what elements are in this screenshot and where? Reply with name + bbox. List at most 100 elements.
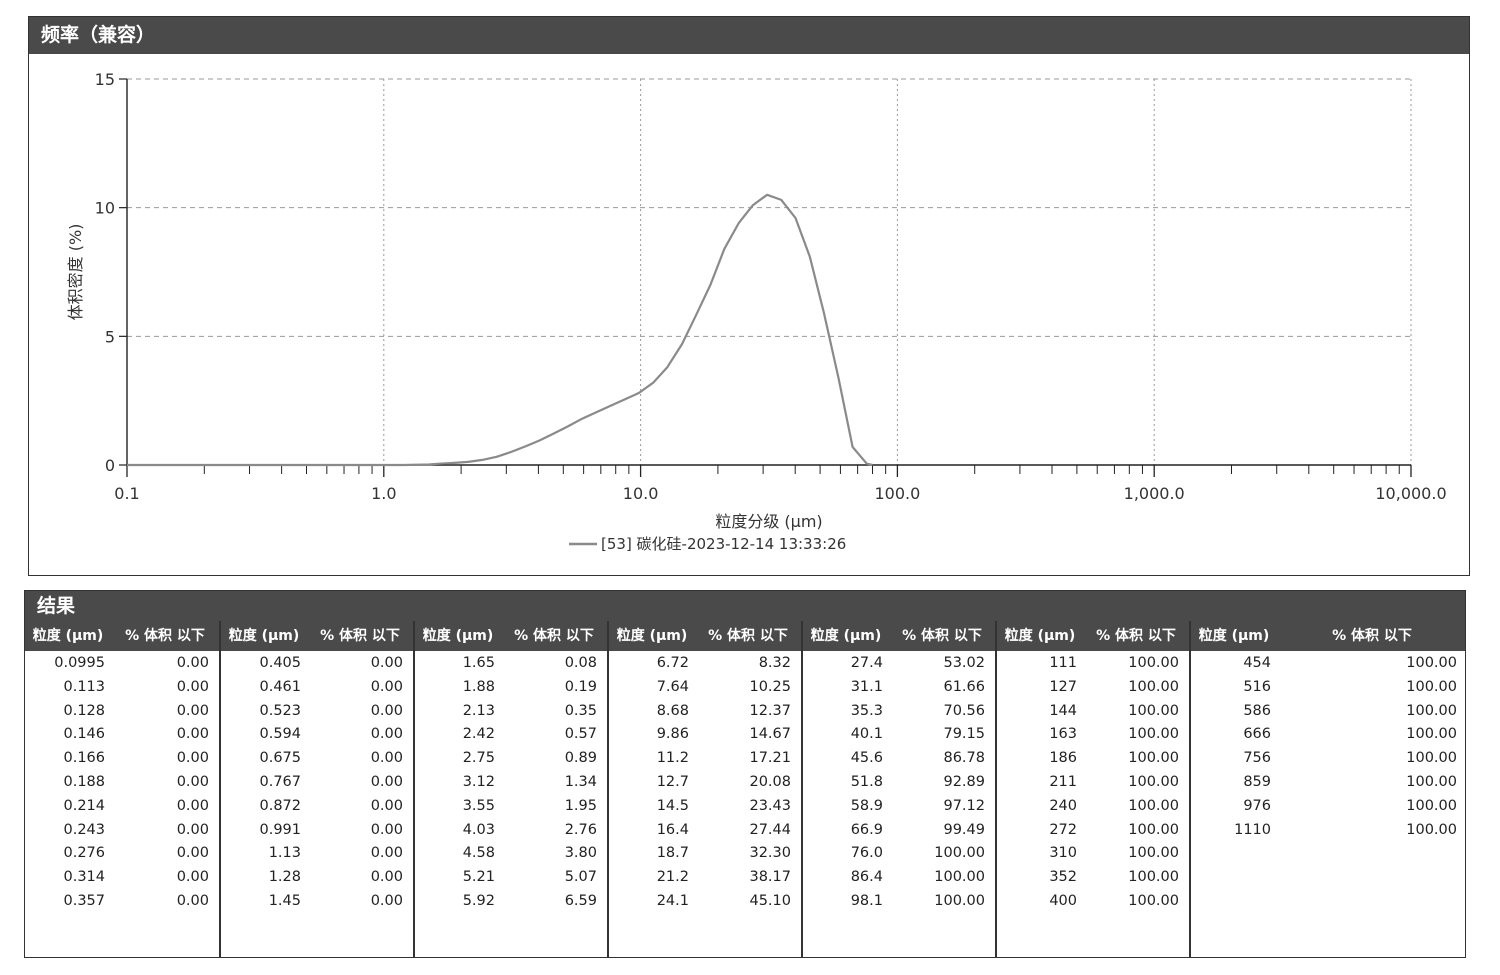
chart-panel-title: 频率（兼容） [29, 17, 1469, 54]
percent-under-cell: 0.08 [564, 655, 597, 671]
percent-under-cell: 100.00 [1128, 892, 1179, 909]
percent-under-cell: 0.00 [176, 726, 209, 743]
table-row: 454 100.00 [1191, 652, 1467, 676]
size-cell: 7.64 [656, 678, 689, 695]
size-cell: 9.86 [656, 726, 689, 743]
results-column-header: 粒度 (μm) % 体积 以下 [221, 621, 413, 651]
table-row: 163 100.00 [997, 723, 1189, 747]
x-tick-label: 1,000.0 [1124, 484, 1185, 503]
size-cell: 51.8 [850, 773, 883, 790]
size-cell: 0.188 [63, 773, 105, 790]
y-tick-label: 5 [105, 327, 115, 346]
percent-under-cell: 100.00 [1406, 821, 1457, 838]
percent-under-cell: 97.12 [943, 797, 985, 814]
table-row: 27.4 53.02 [803, 652, 995, 676]
size-cell: 976 [1243, 797, 1271, 814]
table-row: 5.92 6.59 [415, 890, 607, 914]
size-column-header: 粒度 (μm) [1004, 628, 1076, 644]
table-row: 756 100.00 [1191, 747, 1467, 771]
results-column-header: 粒度 (μm) % 体积 以下 [25, 621, 219, 651]
size-cell: 2.13 [462, 702, 495, 719]
percent-under-cell: 8.32 [758, 655, 791, 671]
x-tick-label: 1.0 [371, 484, 396, 503]
table-row: 0.188 0.00 [25, 771, 219, 795]
percent-under-cell: 79.15 [943, 726, 985, 743]
table-row: 98.1 100.00 [803, 890, 995, 914]
table-row: 11.2 17.21 [609, 747, 801, 771]
size-cell: 5.92 [462, 892, 495, 909]
table-row: 1.28 0.00 [221, 866, 413, 890]
results-column-block: 粒度 (μm)% 体积 以下 1.65 0.08 1.88 0.19 2.13 0.35 2.… [413, 621, 607, 957]
results-column-header: 粒度 (μm) % 体积 以下 [1191, 621, 1467, 651]
table-row: 16.4 27.44 [609, 819, 801, 843]
table-row: 127 100.00 [997, 676, 1189, 700]
size-cell: 35.3 [850, 702, 883, 719]
table-row: 310 100.00 [997, 842, 1189, 866]
size-cell: 400 [1049, 892, 1077, 909]
size-cell: 0.214 [63, 797, 105, 814]
percent-under-cell: 100.00 [1406, 702, 1457, 719]
size-cell: 58.9 [850, 797, 883, 814]
results-column-header: 粒度 (μm) % 体积 以下 [803, 621, 995, 651]
x-tick-label: 100.0 [874, 484, 920, 503]
size-cell: 0.243 [63, 821, 105, 838]
size-cell: 0.276 [63, 845, 105, 862]
size-cell: 516 [1243, 678, 1271, 695]
percent-under-cell: 17.21 [749, 750, 791, 767]
table-row: 1110 100.00 [1191, 819, 1467, 843]
table-row: 2.42 0.57 [415, 723, 607, 747]
size-cell: 272 [1049, 821, 1077, 838]
size-cell: 86.4 [850, 869, 883, 886]
percent-under-cell: 100.00 [1128, 678, 1179, 695]
series-line [127, 193, 873, 467]
table-row: 0.675 0.00 [221, 747, 413, 771]
percent-under-cell: 14.67 [749, 726, 791, 743]
size-cell: 31.1 [850, 678, 883, 695]
table-row: 2.75 0.89 [415, 747, 607, 771]
results-subheader-bar [25, 621, 1465, 651]
table-row: 666 100.00 [1191, 723, 1467, 747]
percent-under-cell: 0.00 [176, 845, 209, 862]
size-cell: 0.113 [63, 678, 105, 695]
y-tick-label: 15 [95, 70, 115, 89]
size-cell: 0.523 [259, 702, 301, 719]
table-row: 0.214 0.00 [25, 795, 219, 819]
table-row: 516 100.00 [1191, 676, 1467, 700]
size-cell: 0.146 [63, 726, 105, 743]
table-row: 976 100.00 [1191, 795, 1467, 819]
percent-under-cell: 5.07 [564, 869, 597, 886]
percent-under-cell: 0.00 [176, 773, 209, 790]
size-cell: 859 [1243, 773, 1271, 790]
percent-under-cell: 0.00 [370, 750, 403, 767]
size-cell: 1.28 [268, 869, 301, 886]
percent-under-cell: 27.44 [749, 821, 791, 838]
percent-under-cell: 0.00 [370, 892, 403, 909]
size-cell: 18.7 [656, 845, 689, 862]
percent-under-column-header: % 体积 以下 [320, 628, 400, 644]
size-cell: 756 [1243, 750, 1271, 767]
percent-under-cell: 6.59 [564, 892, 597, 909]
table-row: 86.4 100.00 [803, 866, 995, 890]
table-row: 14.5 23.43 [609, 795, 801, 819]
size-cell: 11.2 [656, 750, 689, 767]
size-cell: 0.314 [63, 869, 105, 886]
results-column-block: 粒度 (μm) % 体积 以下 111 100.00 127 100.00 144 100.0… [995, 621, 1189, 957]
percent-under-cell: 38.17 [749, 869, 791, 886]
percent-under-cell: 12.37 [749, 702, 791, 719]
table-row: 76.0 100.00 [803, 842, 995, 866]
table-row: 4.58 3.80 [415, 842, 607, 866]
table-row: 0.872 0.00 [221, 795, 413, 819]
table-row: 400 100.00 [997, 890, 1189, 914]
table-row: 2.13 0.35 [415, 700, 607, 724]
size-cell: 4.03 [462, 821, 495, 838]
table-row: 21.2 38.17 [609, 866, 801, 890]
size-cell: 111 [1049, 655, 1077, 671]
size-cell: 352 [1049, 869, 1077, 886]
results-column-header: 粒度 (μm) % 体积 以下 [415, 621, 607, 651]
table-row: 0.461 0.00 [221, 676, 413, 700]
y-tick-label: 0 [105, 456, 115, 475]
percent-under-cell: 100.00 [1406, 726, 1457, 743]
percent-under-column-header: % 体积 以下 [708, 628, 788, 644]
size-cell: 0.461 [259, 678, 301, 695]
size-cell: 1.13 [268, 845, 301, 862]
